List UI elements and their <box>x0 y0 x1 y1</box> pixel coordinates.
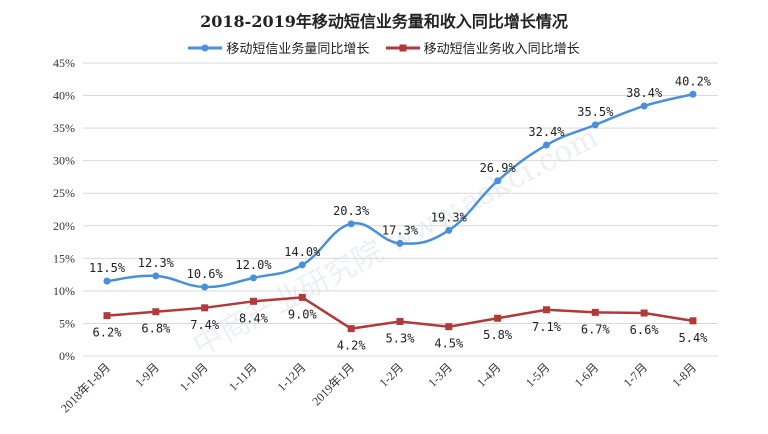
legend: 移动短信业务量同比增长 移动短信业务收入同比增长 <box>0 38 768 57</box>
x-tick-label: 1-2月 <box>376 360 406 390</box>
data-point <box>542 306 550 314</box>
legend-marker-red <box>385 44 420 51</box>
data-label: 6.8% <box>141 322 171 336</box>
chart-title: 2018-2019年移动短信业务量和收入同比增长情况 <box>200 12 568 31</box>
data-label: 11.5% <box>89 261 126 275</box>
y-tick-label: 5% <box>59 316 75 330</box>
legend-label-volume: 移动短信业务量同比增长 <box>226 42 370 57</box>
x-tick-label: 1-3月 <box>425 360 455 390</box>
data-label: 40.2% <box>675 74 712 88</box>
data-point <box>494 177 502 185</box>
data-point <box>591 121 599 129</box>
data-label: 5.8% <box>483 328 513 342</box>
data-label: 5.3% <box>386 331 416 345</box>
data-point <box>249 274 257 282</box>
data-label: 32.4% <box>528 125 565 139</box>
y-tick-label: 30% <box>53 154 75 168</box>
data-label: 38.4% <box>626 86 663 100</box>
x-tick-label: 1-5月 <box>523 360 553 390</box>
data-label: 12.3% <box>138 256 175 270</box>
data-label: 5.4% <box>679 331 709 345</box>
data-label: 4.2% <box>337 339 367 353</box>
data-point <box>347 220 355 228</box>
y-tick-label: 20% <box>53 219 75 233</box>
x-tick-label: 1-8月 <box>669 360 699 390</box>
x-tick-label: 2019年1月 <box>309 360 357 408</box>
data-point <box>103 312 111 320</box>
data-point <box>249 297 257 305</box>
data-label: 8.4% <box>239 311 269 325</box>
data-point <box>640 309 648 317</box>
data-point <box>298 293 306 301</box>
y-tick-label: 0% <box>59 349 75 363</box>
legend-item-volume: 移动短信业务量同比增长 <box>188 38 369 57</box>
y-tick-label: 10% <box>53 284 75 298</box>
data-point <box>201 304 209 312</box>
x-tick-label: 1-10月 <box>177 360 211 394</box>
data-label: 6.2% <box>93 326 123 340</box>
data-point <box>396 239 404 247</box>
data-label: 6.7% <box>581 322 611 336</box>
x-tick-label: 1-6月 <box>572 360 602 390</box>
legend-item-revenue: 移动短信业务收入同比增长 <box>385 38 580 57</box>
y-tick-label: 45% <box>53 56 75 70</box>
data-point <box>298 261 306 269</box>
data-label: 9.0% <box>288 307 318 321</box>
data-label: 7.4% <box>190 318 220 332</box>
data-point <box>396 317 404 325</box>
x-tick-label: 1-12月 <box>275 360 309 394</box>
x-tick-label: 2018年1-8月 <box>58 360 113 415</box>
data-label: 7.1% <box>532 320 562 334</box>
legend-label-revenue: 移动短信业务收入同比增长 <box>423 42 580 57</box>
data-label: 19.3% <box>431 210 468 224</box>
y-tick-label: 25% <box>53 186 75 200</box>
x-tick-label: 1-7月 <box>621 360 651 390</box>
data-point <box>152 308 160 316</box>
data-label: 20.3% <box>333 204 370 218</box>
data-point <box>347 325 355 333</box>
legend-marker-blue <box>188 44 223 51</box>
data-label: 12.0% <box>235 258 272 272</box>
data-label: 14.0% <box>284 245 321 259</box>
data-label: 10.6% <box>187 267 224 281</box>
data-point <box>542 141 550 149</box>
data-point <box>689 317 697 325</box>
data-point <box>445 226 453 234</box>
data-point <box>103 277 111 285</box>
data-point <box>152 272 160 280</box>
y-tick-label: 40% <box>53 89 75 103</box>
data-point <box>640 102 648 110</box>
x-tick-label: 1-11月 <box>226 360 260 394</box>
data-label: 35.5% <box>577 105 614 119</box>
x-tick-label: 1-9月 <box>132 360 162 390</box>
data-point <box>494 314 502 322</box>
data-point <box>201 283 209 291</box>
data-point <box>689 90 697 98</box>
y-tick-label: 35% <box>53 121 75 135</box>
data-label: 17.3% <box>382 223 419 237</box>
data-label: 26.9% <box>480 161 517 175</box>
data-label: 4.5% <box>434 337 464 351</box>
data-point <box>591 308 599 316</box>
y-tick-label: 15% <box>53 251 75 265</box>
x-tick-label: 1-4月 <box>474 360 504 390</box>
data-point <box>445 323 453 331</box>
data-label: 6.6% <box>630 323 660 337</box>
